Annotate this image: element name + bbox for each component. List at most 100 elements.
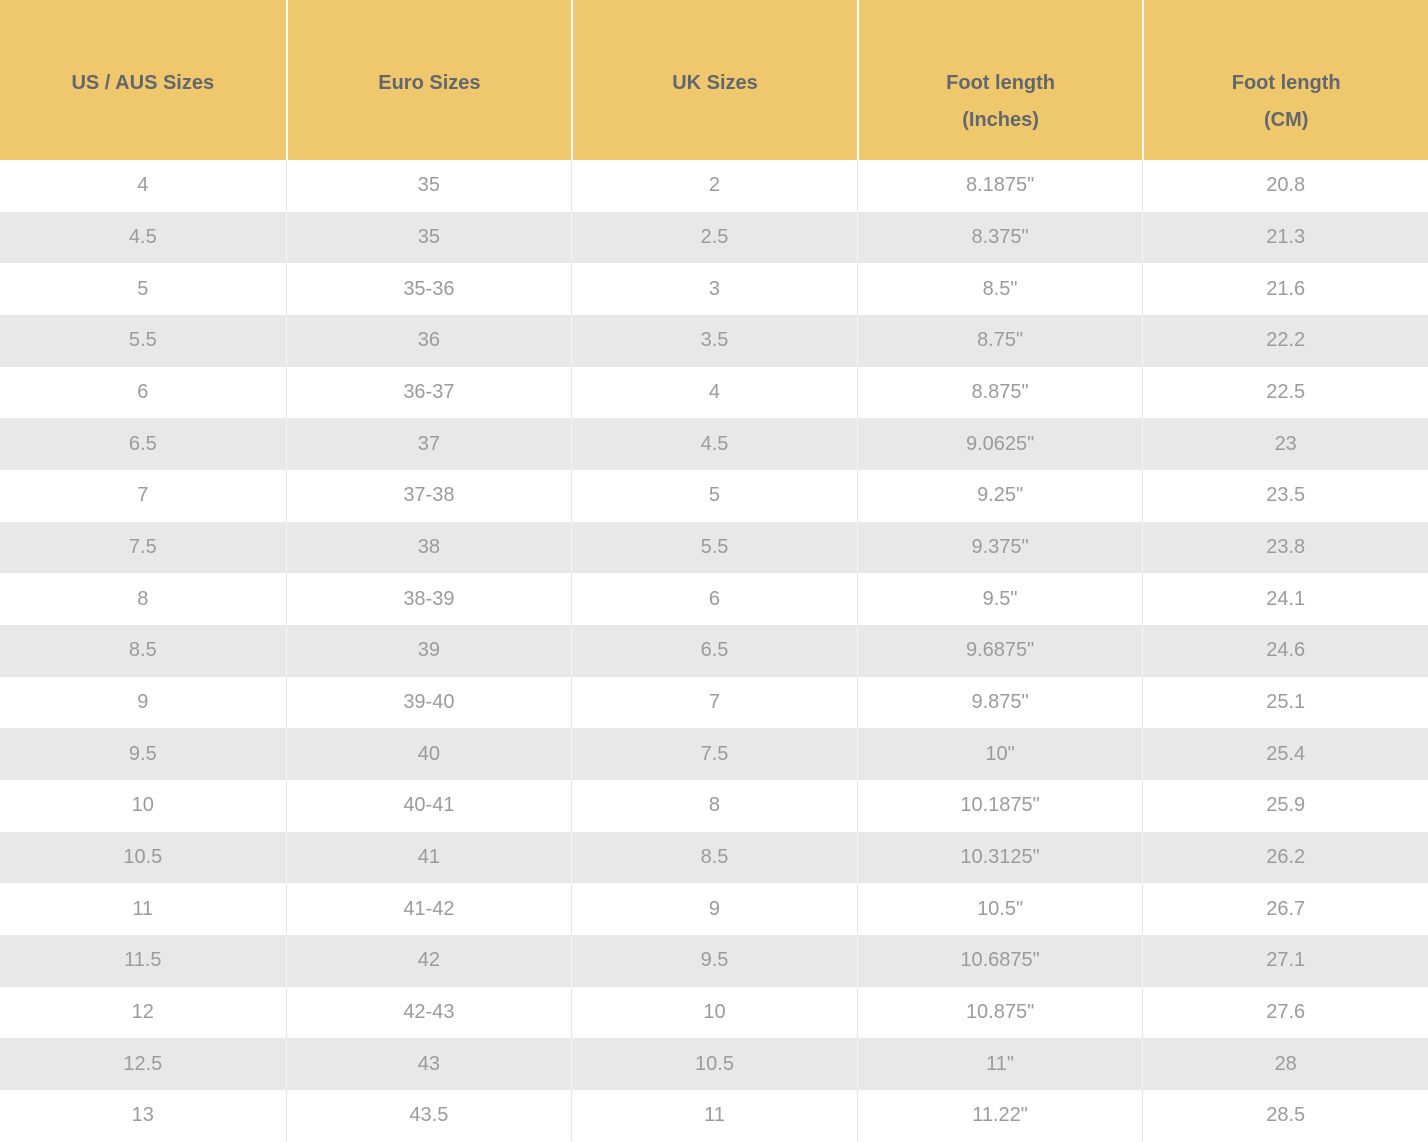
table-cell: 26.7 [1142, 883, 1428, 936]
table-cell: 12.5 [0, 1038, 286, 1091]
table-cell: 28.5 [1142, 1090, 1428, 1142]
column-header-label: Foot length [1231, 72, 1341, 94]
table-cell: 35 [285, 160, 572, 212]
table-cell: 3.5 [571, 315, 857, 367]
column-header-us-aus-sizes: US / AUS Sizes [0, 0, 286, 160]
table-cell: 27.1 [1142, 935, 1428, 987]
table-cell: 25.4 [1142, 728, 1428, 781]
table-cell: 4.5 [571, 418, 857, 471]
column-header-label: Euro Sizes [378, 72, 481, 94]
table-row: 4.5 35 2.5 8.375" 21.3 [0, 211, 1428, 264]
table-cell: 8 [571, 780, 857, 832]
table-cell: 5.5 [571, 521, 857, 574]
table-cell: 36 [285, 315, 572, 367]
table-cell: 9.875" [856, 676, 1143, 729]
table-cell: 8.875" [856, 366, 1143, 419]
table-row: 9 39-40 7 9.875" 25.1 [0, 676, 1428, 729]
table-cell: 5 [0, 263, 286, 316]
column-header-sublabel: (Inches) [962, 109, 1039, 131]
table-cell: 7 [0, 470, 286, 522]
table-cell: 8.5 [0, 625, 286, 677]
table-row: 13 43.5 11 11.22" 28.5 [0, 1090, 1428, 1142]
table-cell: 10.3125" [856, 831, 1143, 884]
table-body: 4 35 2 8.1875" 20.8 4.5 35 2.5 8.375" 21.3 5 35-36 3… [0, 160, 1428, 1142]
table-cell: 10.5" [856, 883, 1143, 936]
table-cell: 6 [0, 366, 286, 419]
table-cell: 10" [856, 728, 1143, 781]
table-cell: 8.1875" [856, 160, 1143, 212]
column-header-foot-length-inches: Foot length (Inches) [856, 0, 1143, 160]
table-cell: 10.875" [856, 986, 1143, 1039]
table-cell: 36-37 [285, 366, 572, 419]
table-row: 9.5 40 7.5 10" 25.4 [0, 728, 1428, 781]
table-cell: 10.5 [571, 1038, 857, 1091]
table-cell: 28 [1142, 1038, 1428, 1091]
table-cell: 9.5" [856, 573, 1143, 626]
column-header-label: Foot length [946, 72, 1055, 94]
table-cell: 8.75" [856, 315, 1143, 367]
column-header-euro-sizes: Euro Sizes [285, 0, 572, 160]
table-row: 8 38-39 6 9.5" 24.1 [0, 573, 1428, 626]
table-row: 4 35 2 8.1875" 20.8 [0, 160, 1428, 212]
table-cell: 23 [1142, 418, 1428, 471]
table-cell: 39 [285, 625, 572, 677]
column-header-label: UK Sizes [672, 72, 758, 94]
table-cell: 21.3 [1142, 211, 1428, 264]
table-row: 6 36-37 4 8.875" 22.5 [0, 366, 1428, 419]
table-cell: 25.1 [1142, 676, 1428, 729]
column-header-label: US / AUS Sizes [71, 72, 215, 94]
table-cell: 7.5 [571, 728, 857, 781]
column-header-uk-sizes: UK Sizes [571, 0, 857, 160]
table-cell: 9 [0, 676, 286, 729]
table-cell: 9 [571, 883, 857, 936]
table-row: 10.5 41 8.5 10.3125" 26.2 [0, 831, 1428, 884]
table-header: US / AUS Sizes Euro Sizes UK Sizes Foot … [0, 0, 1428, 160]
table-cell: 8.375" [856, 211, 1143, 264]
table-cell: 5.5 [0, 315, 286, 367]
table-cell: 42-43 [285, 986, 572, 1039]
table-cell: 42 [285, 935, 572, 987]
table-row: 12 42-43 10 10.875" 27.6 [0, 986, 1428, 1039]
table-cell: 21.6 [1142, 263, 1428, 316]
table-cell: 10.1875" [856, 780, 1143, 832]
table-row: 6.5 37 4.5 9.0625" 23 [0, 418, 1428, 471]
table-cell: 43 [285, 1038, 572, 1091]
table-cell: 4 [571, 366, 857, 419]
table-cell: 37 [285, 418, 572, 471]
table-row: 11.5 42 9.5 10.6875" 27.1 [0, 935, 1428, 987]
column-header-sublabel: (CM) [1263, 109, 1309, 131]
table-cell: 4.5 [0, 211, 286, 264]
table-row: 12.5 43 10.5 11" 28 [0, 1038, 1428, 1091]
table-cell: 9.375" [856, 521, 1143, 574]
table-cell: 10.6875" [856, 935, 1143, 987]
table-cell: 43.5 [285, 1090, 572, 1142]
table-row: 7.5 38 5.5 9.375" 23.8 [0, 521, 1428, 574]
table-cell: 2.5 [571, 211, 857, 264]
table-cell: 12 [0, 986, 286, 1039]
table-cell: 20.8 [1142, 160, 1428, 212]
table-cell: 6.5 [0, 418, 286, 471]
table-cell: 10 [0, 780, 286, 832]
header-row: US / AUS Sizes Euro Sizes UK Sizes Foot … [0, 0, 1428, 160]
table-cell: 6.5 [571, 625, 857, 677]
table-cell: 9.6875" [856, 625, 1143, 677]
table-cell: 23.5 [1142, 470, 1428, 522]
table-cell: 25.9 [1142, 780, 1428, 832]
table-cell: 38 [285, 521, 572, 574]
table-cell: 23.8 [1142, 521, 1428, 574]
table-cell: 9.5 [571, 935, 857, 987]
table-cell: 22.5 [1142, 366, 1428, 419]
table-row: 8.5 39 6.5 9.6875" 24.6 [0, 625, 1428, 677]
table-cell: 7.5 [0, 521, 286, 574]
table-cell: 11 [0, 883, 286, 936]
table-cell: 9.5 [0, 728, 286, 781]
table-cell: 9.25" [856, 470, 1143, 522]
table-row: 10 40-41 8 10.1875" 25.9 [0, 780, 1428, 832]
table-cell: 38-39 [285, 573, 572, 626]
table-cell: 11.22" [856, 1090, 1143, 1142]
table-cell: 4 [0, 160, 286, 212]
table-cell: 10.5 [0, 831, 286, 884]
table-cell: 24.6 [1142, 625, 1428, 677]
table-cell: 9.0625" [856, 418, 1143, 471]
